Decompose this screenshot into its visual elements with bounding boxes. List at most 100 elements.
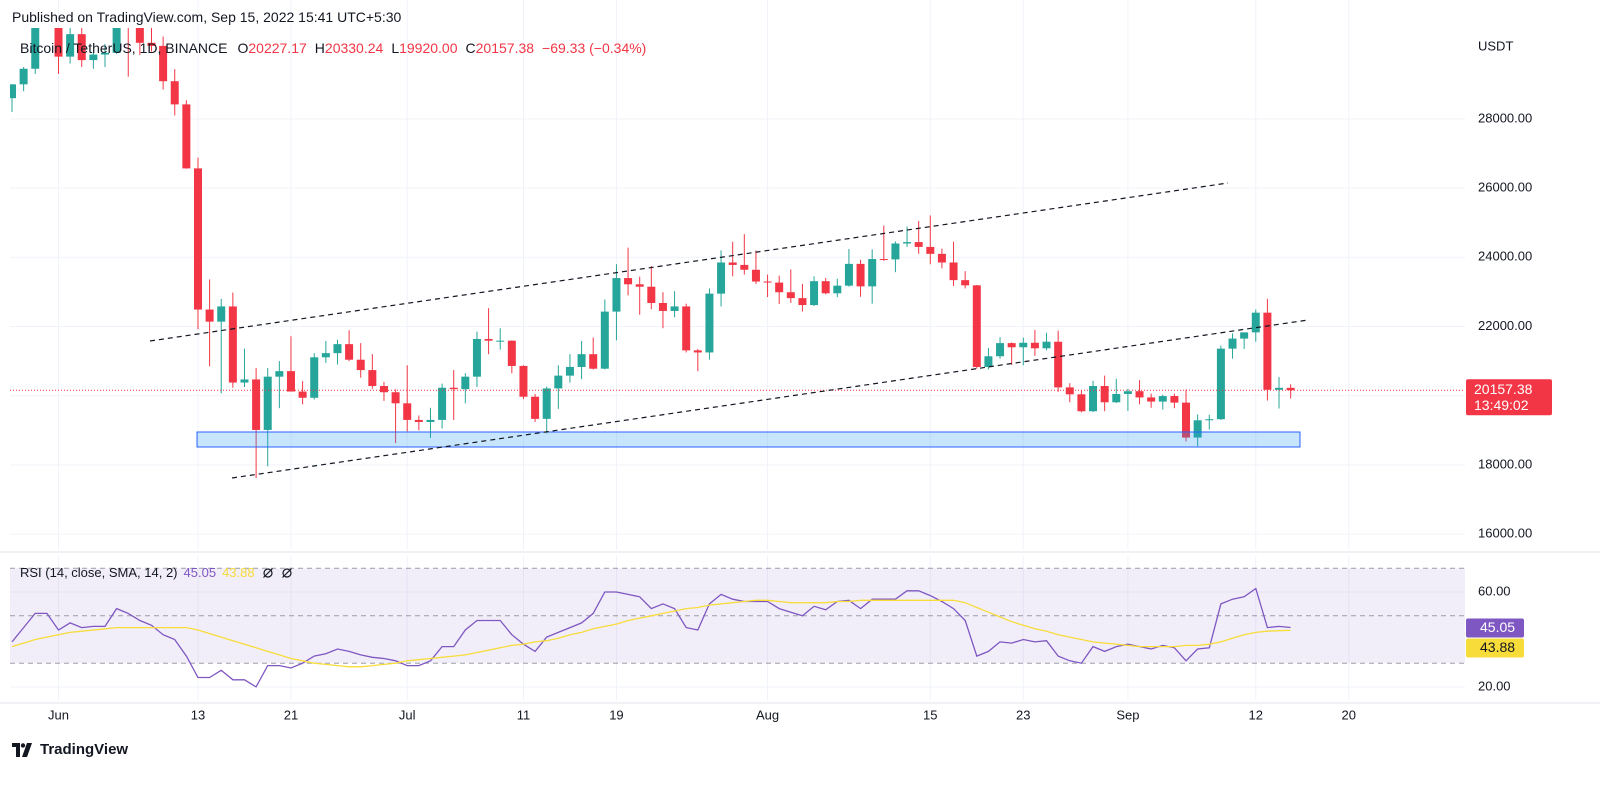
x-tick-label: 15	[923, 707, 937, 722]
candle-body	[1112, 393, 1121, 403]
candle-body	[356, 359, 365, 371]
logo	[12, 742, 32, 757]
candle-body	[833, 285, 842, 294]
drawings	[149, 182, 1309, 479]
candle-body	[914, 242, 923, 247]
candle-body	[368, 370, 377, 387]
candle-body	[879, 259, 888, 261]
candle-body	[763, 281, 772, 283]
candle-body	[496, 340, 505, 342]
x-tick-label: 12	[1249, 707, 1263, 722]
candle-body	[844, 263, 853, 286]
candle-body	[77, 34, 86, 61]
candle-body	[996, 343, 1005, 357]
candle-body	[1193, 420, 1202, 438]
candle-body	[321, 353, 330, 358]
candle-body	[891, 243, 900, 260]
legend-change: −69.33 (−0.34%)	[542, 40, 647, 56]
candle-body	[600, 311, 609, 369]
candle-body	[682, 306, 691, 351]
candle-body	[693, 350, 702, 353]
last-price-label: 20157.38	[1474, 381, 1533, 397]
candle-body	[717, 262, 726, 294]
rsi-legend: RSI (14, close, SMA, 14, 2) 45.05 43.88	[20, 565, 293, 580]
rsi-band	[10, 568, 1465, 664]
candle-body	[1147, 397, 1156, 402]
candle-body	[182, 104, 191, 169]
legend-key: C	[465, 40, 476, 56]
candle-body	[728, 262, 737, 265]
candle-body	[228, 306, 237, 383]
published-note: Published on TradingView.com, Sep 15, 20…	[12, 9, 402, 25]
candle-body	[589, 354, 598, 369]
candle-body	[1228, 338, 1237, 349]
candle-body	[205, 309, 214, 322]
candle-body	[66, 34, 75, 57]
candle-body	[658, 302, 667, 311]
x-tick-label: 19	[609, 707, 623, 722]
candle-body	[379, 386, 388, 393]
candle-body	[775, 282, 784, 293]
candle-body	[31, 28, 40, 69]
candle-body	[252, 379, 261, 430]
candle-body	[1170, 396, 1179, 403]
price-plot	[10, 28, 1465, 479]
y-tick-label: 16000.00	[1478, 526, 1532, 541]
symbol-legend: Bitcoin / TetherUS, 1D, BINANCE O 20227.1…	[20, 40, 646, 56]
icon-circle	[282, 567, 292, 578]
candle-body	[1251, 312, 1260, 333]
x-tick-label: 21	[284, 707, 298, 722]
x-tick-label: 13	[191, 707, 205, 722]
legend-key: L	[391, 40, 400, 56]
candle-body	[868, 259, 877, 287]
candle-body	[484, 338, 493, 341]
y-tick-label: 60.00	[1478, 583, 1511, 598]
candle-body	[89, 54, 98, 61]
candle-body	[1205, 419, 1214, 421]
rsi-value-box	[1466, 618, 1524, 638]
footer: TradingView	[12, 741, 128, 758]
y-tick-label: 22000.00	[1478, 318, 1532, 333]
candle-body	[1077, 394, 1086, 412]
candle-body	[472, 338, 481, 377]
y-unit: USDT	[1478, 38, 1513, 53]
candle-body	[565, 366, 574, 376]
candle-body	[403, 403, 412, 420]
symbol-title: Bitcoin / TetherUS, 1D, BINANCE	[20, 40, 228, 56]
candle-body	[554, 375, 563, 389]
legend-icon	[262, 567, 273, 578]
candle-body	[705, 293, 714, 353]
x-tick-label: Jun	[48, 707, 69, 722]
brand: TradingView	[40, 741, 129, 758]
candle-body	[577, 354, 586, 367]
candle-body	[217, 306, 226, 322]
candle-body	[972, 285, 981, 367]
candle-body	[1054, 341, 1063, 388]
candle-body	[786, 292, 795, 299]
y-tick-label: 26000.00	[1478, 180, 1532, 195]
upper-trendline	[149, 182, 1229, 342]
candle-body	[670, 306, 679, 311]
candle-body	[426, 419, 435, 422]
candle-body	[461, 376, 470, 390]
countdown-label: 13:49:02	[1474, 397, 1529, 413]
candle-body	[1286, 387, 1295, 391]
candle-body	[798, 298, 807, 306]
legend-value: 20227.17	[248, 40, 307, 56]
legend-value: 19920.00	[399, 40, 458, 56]
lower-trendline	[231, 319, 1309, 479]
x-tick-label: Jul	[399, 707, 416, 722]
x-tick-label: Sep	[1116, 707, 1139, 722]
candle-body	[1065, 387, 1074, 395]
candle-body	[1100, 386, 1109, 403]
rsi-legend-value: 43.88	[222, 565, 255, 580]
support-zone	[196, 431, 1301, 448]
candle-body	[135, 28, 144, 43]
candle-body	[740, 264, 749, 270]
candle-body	[333, 344, 342, 354]
candle-body	[449, 387, 458, 390]
legend-key: H	[314, 40, 325, 56]
candle-body	[170, 81, 179, 105]
candle-body	[263, 376, 272, 430]
